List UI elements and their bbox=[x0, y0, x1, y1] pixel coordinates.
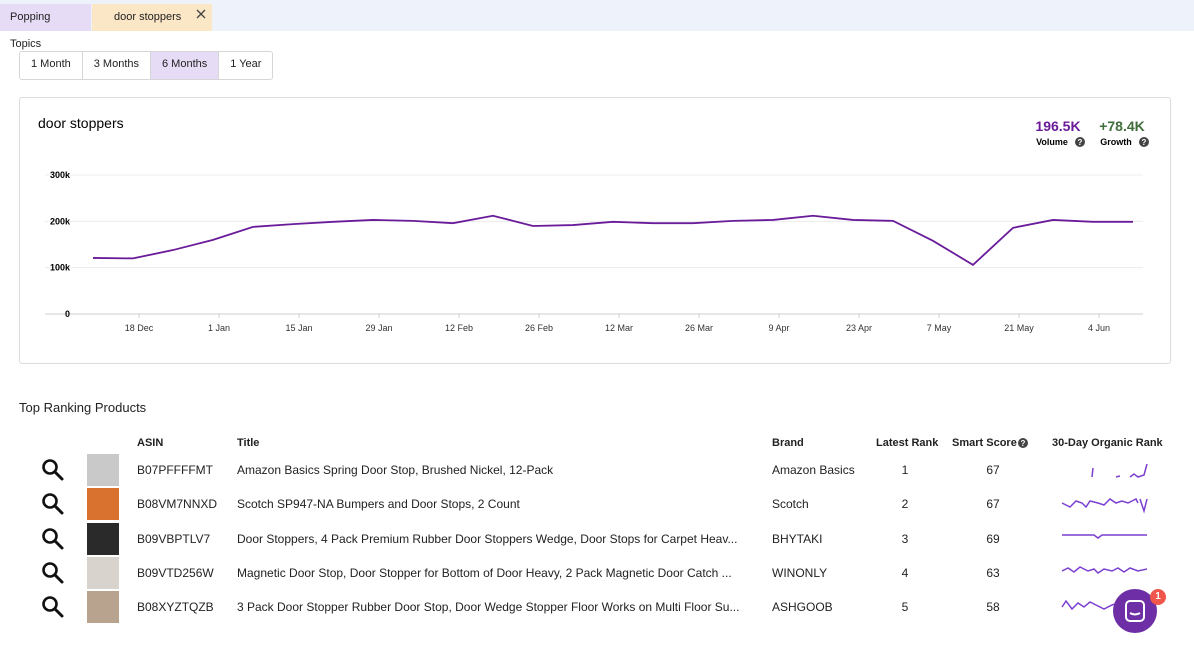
column-header: Brand bbox=[772, 437, 804, 449]
x-tick-label: 26 Feb bbox=[525, 323, 553, 333]
search-icon[interactable] bbox=[41, 458, 65, 482]
column-header: Smart Score bbox=[952, 437, 1017, 449]
column-header: Latest Rank bbox=[876, 437, 939, 449]
column-header: Title bbox=[237, 437, 260, 449]
asin: B09VBPTLV7 bbox=[137, 532, 211, 546]
column-header: 30-Day Organic Rank bbox=[1052, 437, 1163, 449]
stat-label: Growth bbox=[1100, 137, 1132, 147]
line-series bbox=[92, 214, 1133, 267]
stat-value: +78.4K bbox=[1099, 118, 1145, 134]
title: 3 Pack Door Stopper Rubber Door Stop, Do… bbox=[237, 600, 740, 614]
score: 67 bbox=[986, 497, 1000, 511]
range-button[interactable]: 1 Month bbox=[20, 52, 83, 79]
score: 67 bbox=[986, 463, 1000, 477]
rank: 1 bbox=[901, 463, 909, 477]
chart: door stoppers 196.5K Volume ? +78.4K Growth ? 0… bbox=[38, 115, 1149, 333]
help-icon bbox=[1075, 137, 1085, 147]
help-mark: ? bbox=[1142, 138, 1147, 147]
x-tick-label: 12 Feb bbox=[445, 323, 473, 333]
brand: Amazon Basics bbox=[772, 463, 855, 477]
help-icon: ? bbox=[1018, 438, 1028, 448]
chat-badge: 1 bbox=[1150, 589, 1166, 605]
range-button[interactable]: 6 Months bbox=[151, 52, 220, 79]
x-tick-label: 29 Jan bbox=[365, 323, 392, 333]
x-tick-label: 18 Dec bbox=[125, 323, 154, 333]
help-icon bbox=[1139, 137, 1149, 147]
search-icon[interactable] bbox=[41, 595, 65, 619]
thumbnail bbox=[87, 523, 119, 555]
y-tick-label: 300k bbox=[50, 170, 71, 180]
x-tick-label: 23 Apr bbox=[846, 323, 872, 333]
thumbnail bbox=[87, 488, 119, 520]
chat-icon bbox=[1125, 600, 1145, 622]
chat-button[interactable] bbox=[1113, 589, 1157, 633]
tab-active[interactable]: door stoppers bbox=[92, 4, 212, 31]
title: Amazon Basics Spring Door Stop, Brushed … bbox=[237, 463, 554, 477]
y-tick-label: 100k bbox=[50, 263, 71, 273]
x-tick-label: 9 Apr bbox=[768, 323, 789, 333]
title: Scotch SP947-NA Bumpers and Door Stops, … bbox=[237, 497, 520, 511]
rank: 2 bbox=[901, 497, 909, 511]
search-icon[interactable] bbox=[41, 492, 65, 516]
x-tick-label: 7 May bbox=[927, 323, 952, 333]
thumbnail bbox=[87, 454, 119, 486]
rank: 4 bbox=[901, 566, 909, 580]
rank: 3 bbox=[901, 532, 909, 546]
score: 63 bbox=[986, 566, 1000, 580]
stat-value: 196.5K bbox=[1035, 118, 1080, 134]
tab-bar: Popping Topics door stoppers bbox=[0, 0, 1194, 50]
help-mark: ? bbox=[1078, 138, 1083, 147]
x-tick-label: 4 Jun bbox=[1088, 323, 1110, 333]
chart-card bbox=[19, 97, 1171, 364]
score: 69 bbox=[986, 532, 1000, 546]
stat-label: Volume bbox=[1036, 137, 1068, 147]
chart-title: door stoppers bbox=[38, 115, 124, 131]
title: Magnetic Door Stop, Door Stopper for Bot… bbox=[237, 566, 732, 580]
range-buttons: 1 Month 3 Months 6 Months 1 Year bbox=[19, 51, 274, 80]
x-tick-label: 1 Jan bbox=[208, 323, 230, 333]
x-tick-label: 26 Mar bbox=[685, 323, 713, 333]
column-header: ASIN bbox=[137, 437, 164, 449]
x-tick-label: 21 May bbox=[1004, 323, 1034, 333]
svg-text:?: ? bbox=[1021, 439, 1026, 448]
rank: 5 bbox=[901, 600, 909, 614]
thumbnail bbox=[87, 591, 119, 623]
brand: Scotch bbox=[772, 497, 809, 511]
x-tick-label: 15 Jan bbox=[285, 323, 312, 333]
y-tick-label: 200k bbox=[50, 216, 71, 226]
search-icon[interactable] bbox=[41, 561, 65, 585]
tab[interactable]: Popping Topics bbox=[0, 4, 91, 50]
tab-label: door stoppers bbox=[114, 11, 182, 23]
y-tick-label: 0 bbox=[65, 309, 70, 319]
brand: ASHGOOB bbox=[772, 600, 833, 614]
x-tick-label: 12 Mar bbox=[605, 323, 633, 333]
search-icon[interactable] bbox=[41, 527, 65, 551]
sparklines bbox=[1061, 463, 1148, 611]
thumbnail bbox=[87, 557, 119, 589]
section-title: Top Ranking Products bbox=[19, 400, 147, 415]
asin: B08XYZTQZB bbox=[137, 600, 214, 614]
brand: BHYTAKI bbox=[772, 532, 823, 546]
asin: B07PFFFFMT bbox=[137, 463, 214, 477]
title: Door Stoppers, 4 Pack Premium Rubber Doo… bbox=[237, 532, 738, 546]
asin: B08VM7NNXD bbox=[137, 497, 218, 511]
range-button[interactable]: 3 Months bbox=[82, 52, 151, 79]
asin: B09VTD256W bbox=[137, 566, 214, 580]
brand: WINONLY bbox=[772, 566, 828, 580]
range-button[interactable]: 1 Year bbox=[219, 52, 273, 79]
close-icon[interactable] bbox=[196, 9, 206, 19]
score: 58 bbox=[986, 600, 1000, 614]
